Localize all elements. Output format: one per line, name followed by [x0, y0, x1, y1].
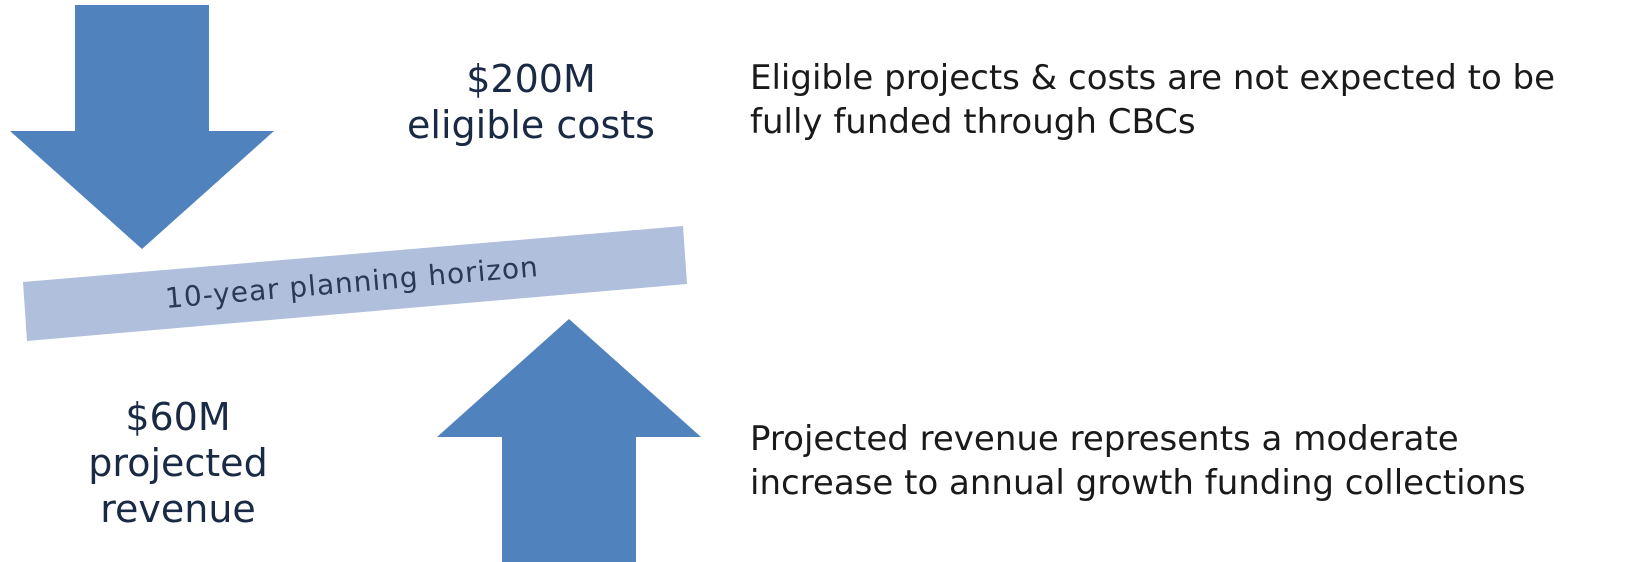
bottom-label: revenue — [100, 487, 256, 531]
down-arrow — [10, 5, 274, 249]
top-note: fully funded through CBCs — [750, 102, 1196, 142]
bottom-note: Projected revenue represents a moderate — [750, 419, 1459, 459]
top-note: Eligible projects & costs are not expect… — [750, 58, 1555, 98]
top-label: eligible costs — [407, 103, 655, 147]
up-arrow — [437, 319, 701, 562]
bottom-amount: $60M — [125, 395, 230, 439]
horizon-band — [23, 226, 687, 341]
top-amount: $200M — [466, 57, 596, 101]
bottom-note: increase to annual growth funding collec… — [750, 463, 1526, 503]
bottom-label: projected — [88, 441, 267, 485]
